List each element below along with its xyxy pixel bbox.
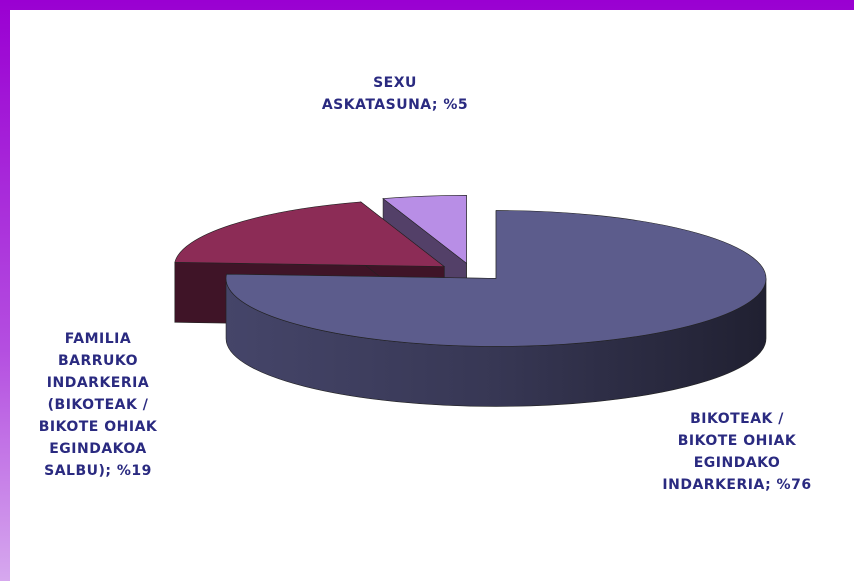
chart [174, 194, 767, 407]
slice-top [225, 210, 767, 347]
data-label: SEXU ASKATASUNA; %5 [321, 75, 469, 113]
data-label: FAMILIA BARRUKO INDARKERIA (BIKOTEAK / B… [38, 331, 158, 479]
slice-top [174, 201, 446, 267]
data-label: BIKOTEAK / BIKOTE OHIAK EGINDAKO INDARKE… [662, 411, 812, 493]
slice-top [382, 194, 467, 264]
slide: BIKOTEAK / BIKOTE OHIAK EGINDAKO INDARKE… [10, 10, 854, 581]
